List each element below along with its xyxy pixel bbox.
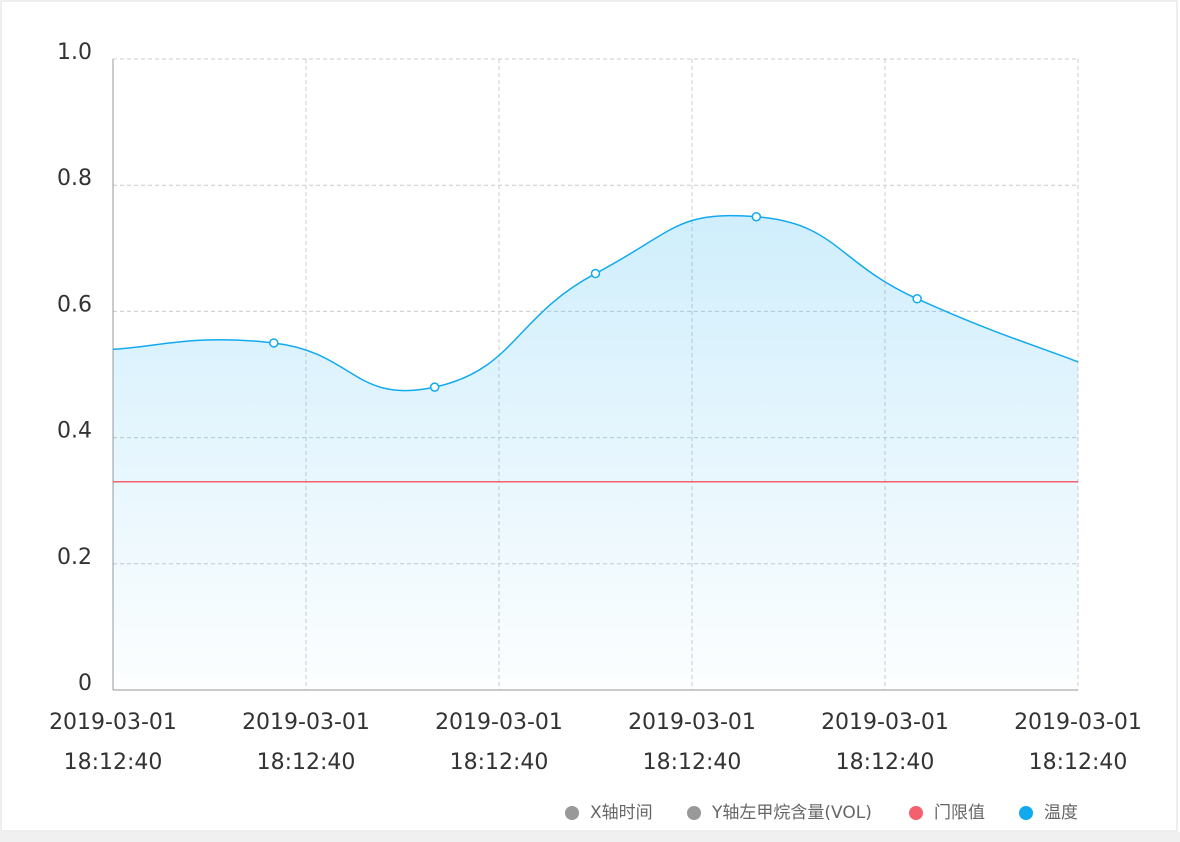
point <box>269 338 279 348</box>
y-tick-label: 0.2 <box>57 545 92 570</box>
point <box>912 294 922 304</box>
y-tick-label: 0.4 <box>57 419 92 444</box>
x-tick-label: 2019-03-01 18:12:40 <box>628 710 756 775</box>
area <box>113 215 1078 690</box>
point <box>429 382 440 392</box>
point <box>751 212 762 222</box>
y-tick-label: 0.8 <box>57 166 92 191</box>
y-tick-label: 0 <box>78 671 92 696</box>
x-tick-label: 2019-03-01 18:12:40 <box>1014 710 1142 775</box>
x-tick-label: 2019-03-01 18:12:40 <box>49 710 177 775</box>
legend-label: X轴时间 <box>590 803 653 823</box>
x-tick-label: 2019-03-01 18:12:40 <box>435 710 563 775</box>
x-tick-label: 2019-03-01 18:12:40 <box>821 710 949 775</box>
legend-label: Y轴左甲烷含量(VOL) <box>711 803 872 823</box>
x-tick-label: 2019-03-01 18:12:40 <box>242 710 370 775</box>
point <box>590 268 601 279</box>
legend-marker <box>565 806 579 820</box>
legend-label: 门限值 <box>934 803 985 823</box>
legend-label: 温度 <box>1044 803 1078 823</box>
status-bar <box>0 832 1180 842</box>
legend-marker <box>1019 806 1033 820</box>
y-tick-label: 0.6 <box>57 292 92 317</box>
legend-marker <box>687 806 701 820</box>
y-tick-label: 1.0 <box>57 40 92 65</box>
legend-marker <box>909 806 923 820</box>
